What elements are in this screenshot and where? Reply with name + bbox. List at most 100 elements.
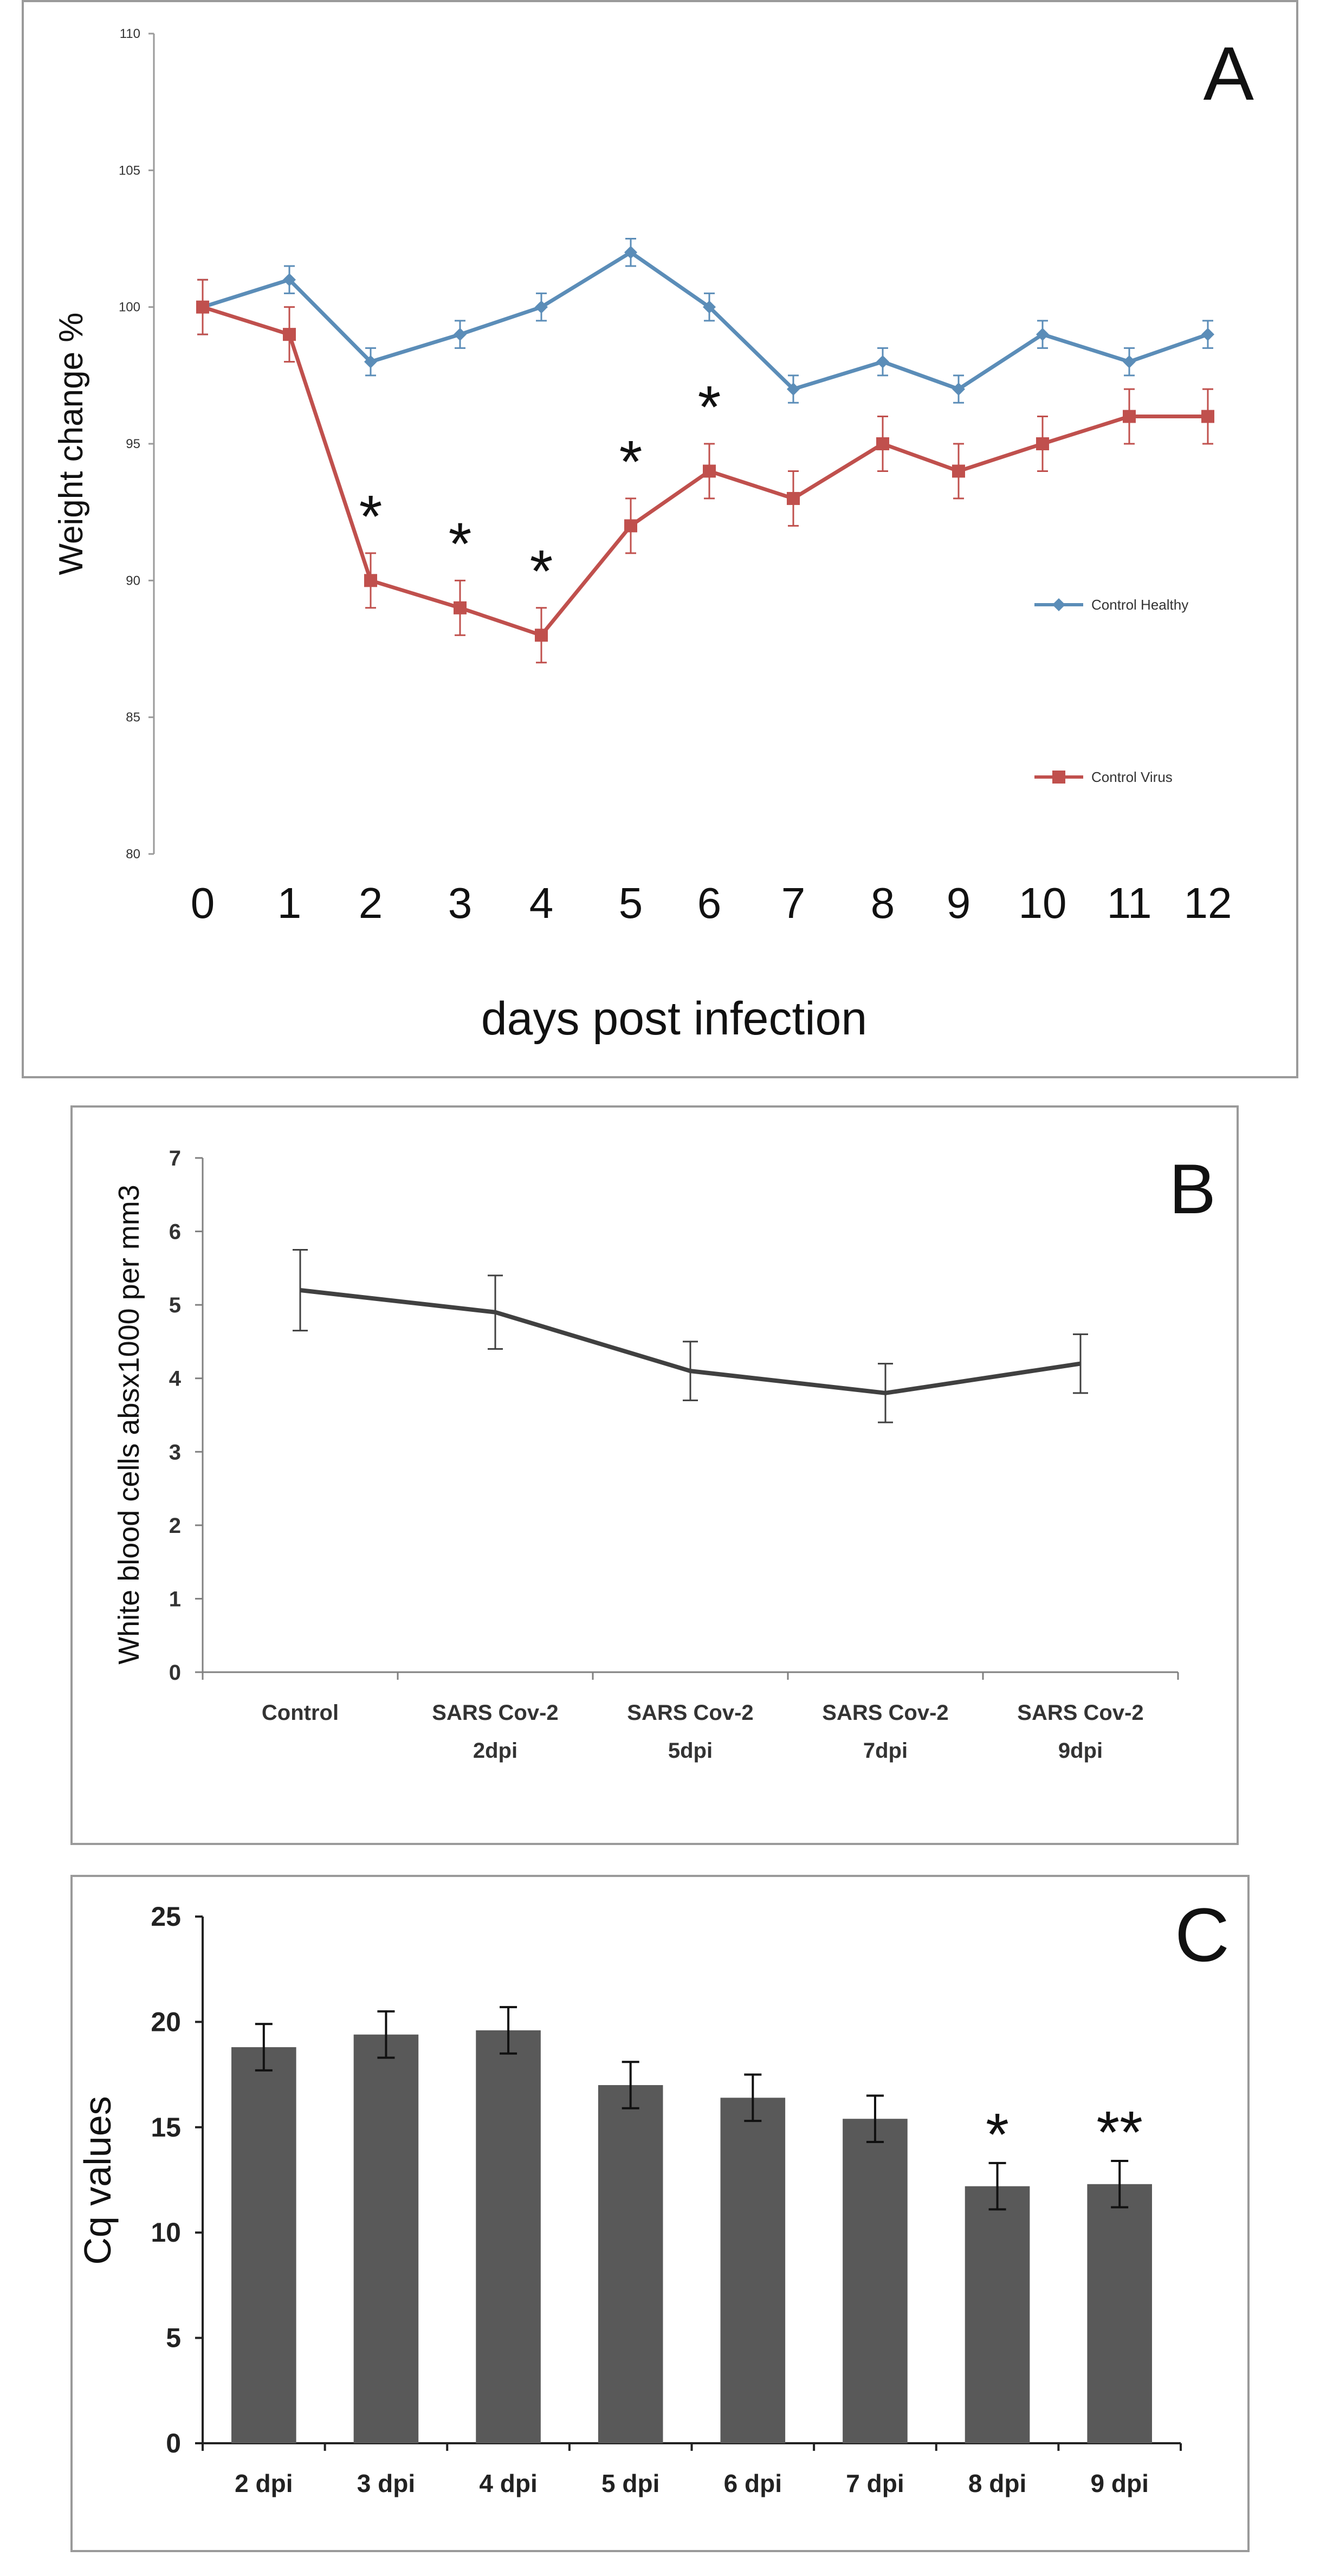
x-tick-label: 9 (947, 879, 971, 927)
significance-marker: * (359, 483, 383, 550)
x-tick-label: 9dpi (1058, 1739, 1103, 1763)
y-tick-label: 10 (151, 2217, 181, 2248)
bar (476, 2030, 541, 2443)
y-axis-title: White blood cells absx1000 per mm3 (113, 1185, 145, 1664)
data-point (454, 601, 467, 614)
y-axis-title: Cq values (76, 2096, 119, 2264)
legend-label: Control Healthy (1091, 597, 1188, 613)
y-tick-label: 4 (169, 1367, 182, 1391)
y-tick-label: 85 (126, 710, 140, 725)
panel-a: 80 85 90 95 100 105 110 0 1 2 3 4 5 6 7 8 9 10 11 12 days po… (22, 0, 1298, 1078)
bar (1087, 2184, 1152, 2443)
legend-label: Control Virus (1091, 769, 1173, 785)
significance-marker: * (619, 429, 643, 495)
data-point (283, 328, 296, 341)
y-tick-label: 105 (119, 163, 140, 178)
x-tick-label: 4 (529, 879, 554, 927)
x-tick-label: 2 (359, 879, 383, 927)
x-tick-label: 3 dpi (357, 2469, 415, 2497)
data-point (364, 355, 377, 368)
x-tick-label: 2 dpi (235, 2469, 293, 2497)
x-tick-label: 11 (1107, 879, 1151, 927)
bar (231, 2047, 296, 2443)
x-tick-label: 4 dpi (479, 2469, 537, 2497)
y-tick-label: 110 (120, 27, 140, 41)
bar (965, 2186, 1030, 2443)
data-point (876, 437, 889, 450)
data-point (952, 464, 965, 478)
data-point (787, 383, 800, 396)
y-tick-label: 90 (126, 573, 140, 588)
data-point (535, 300, 548, 314)
significance-marker: ** (1096, 2099, 1143, 2166)
x-tick-label: 6 (697, 879, 722, 927)
x-tick-label: 0 (191, 879, 215, 927)
legend-marker (1052, 598, 1065, 611)
data-point (787, 491, 800, 505)
y-tick-label: 7 (169, 1147, 181, 1170)
panel-b: 0 1 2 3 4 5 6 7 Control SARS Cov-2 2dpi SARS Cov-2 5… (70, 1105, 1239, 1845)
panel-label: B (1169, 1149, 1216, 1228)
legend-marker (1052, 771, 1065, 784)
data-point (624, 245, 637, 259)
data-point (196, 300, 209, 314)
bar (598, 2085, 663, 2443)
y-tick-label: 95 (126, 437, 140, 451)
x-tick-label: SARS Cov-2 (432, 1701, 558, 1725)
x-axis-title: days post infection (481, 993, 867, 1045)
significance-marker: * (986, 2101, 1009, 2168)
x-tick-label: 7 (781, 879, 806, 927)
y-tick-label: 5 (169, 1293, 181, 1317)
chart-b: 0 1 2 3 4 5 6 7 Control SARS Cov-2 2dpi SARS Cov-2 5… (113, 1147, 1216, 1763)
x-tick-label: 7dpi (863, 1739, 908, 1763)
bar (353, 2034, 419, 2443)
data-point (535, 629, 548, 642)
y-tick-label: 80 (126, 847, 140, 862)
y-tick-label: 5 (166, 2323, 181, 2353)
y-tick-label: 25 (151, 1901, 181, 1932)
x-tick-label: 10 (1019, 879, 1067, 927)
x-tick-label: 3 (448, 879, 473, 927)
significance-marker: * (698, 374, 721, 441)
chart-c: 0 5 10 15 20 25 Cq values C 2 dpi 3 dpi 4 dpi 5 dpi… (76, 1892, 1230, 2497)
y-tick-label: 2 (169, 1514, 181, 1538)
significance-marker: * (530, 538, 553, 605)
panel-label: A (1203, 31, 1254, 116)
y-tick-label: 3 (169, 1440, 181, 1464)
x-tick-label: SARS Cov-2 (1017, 1701, 1143, 1725)
panel-label: C (1175, 1892, 1230, 1977)
significance-marker: * (449, 510, 472, 577)
x-tick-label: 1 (277, 879, 302, 927)
panel-c: 0 5 10 15 20 25 Cq values C 2 dpi 3 dpi 4 dpi 5 dpi… (70, 1875, 1250, 2552)
x-tick-label: 9 dpi (1091, 2469, 1149, 2497)
x-tick-label: Control (262, 1701, 339, 1725)
x-tick-label: 12 (1184, 879, 1232, 927)
data-point (1123, 355, 1136, 368)
data-point (1201, 410, 1214, 423)
y-tick-label: 100 (119, 300, 140, 315)
bar (720, 2098, 786, 2443)
data-point (1036, 437, 1049, 450)
x-tick-label: 5 (619, 879, 643, 927)
x-tick-label: 8 (871, 879, 895, 927)
data-point (364, 574, 377, 587)
data-point (283, 273, 296, 287)
y-tick-label: 20 (151, 2007, 181, 2037)
data-point (876, 355, 889, 368)
x-tick-label: 5dpi (668, 1739, 713, 1763)
y-tick-label: 15 (151, 2112, 181, 2143)
x-tick-label: 2dpi (473, 1739, 517, 1763)
y-tick-label: 0 (169, 1661, 181, 1685)
data-point (1201, 328, 1214, 341)
x-tick-label: 6 dpi (724, 2469, 782, 2497)
data-point (454, 328, 467, 341)
y-tick-label: 6 (169, 1220, 181, 1244)
x-tick-label: SARS Cov-2 (822, 1701, 948, 1725)
x-tick-label: 5 dpi (601, 2469, 659, 2497)
data-point (1036, 328, 1049, 341)
x-tick-label: 8 dpi (968, 2469, 1026, 2497)
y-axis-title: Weight change % (53, 313, 90, 575)
data-point (703, 464, 716, 478)
data-point (952, 383, 965, 396)
